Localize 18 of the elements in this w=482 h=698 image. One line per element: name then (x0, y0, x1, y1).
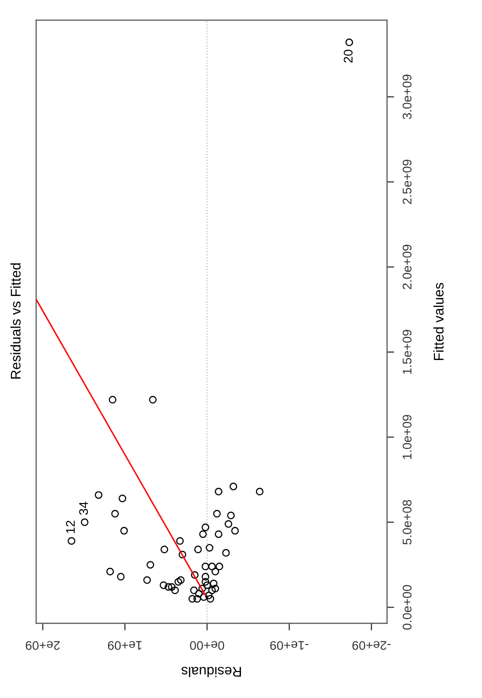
text: Residuals vs Fitted (10, 263, 21, 379)
x-tick-label: 1e+09 (108, 641, 142, 650)
x-axis-title: Residuals (182, 666, 241, 678)
y-tick-label: 1.0e+09 (402, 414, 412, 459)
x-tick-label: 2e+09 (26, 641, 60, 650)
annotation: 12 (66, 520, 75, 534)
annotation: 20 (344, 50, 353, 63)
x-tick-label: -1e+09 (270, 641, 308, 650)
y-axis-title: Fitted values (433, 282, 444, 360)
x-tick-label: 0e+00 (190, 641, 224, 650)
x-tick-label: -2e+09 (352, 641, 391, 650)
y-tick-label: 5.0e+08 (402, 500, 412, 544)
annotation: 34 (79, 502, 88, 515)
y-tick-label: 1.5e+09 (402, 330, 412, 374)
y-tick-label: 3.0e+09 (402, 74, 412, 120)
y-tick-label: 2.0e+09 (402, 244, 412, 290)
y-tick-label: 2.5e+09 (402, 160, 412, 204)
y-tick-label: 0.0e+00 (402, 585, 412, 630)
